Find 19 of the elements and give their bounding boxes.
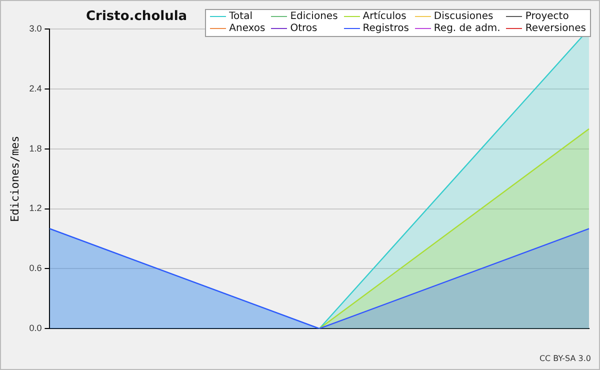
- y-tick-label: 1.8: [29, 143, 42, 154]
- legend-label: Anexos: [228, 23, 266, 35]
- legend-label: Ediciones: [289, 11, 338, 23]
- legend-label: Registros: [362, 23, 409, 35]
- legend-label: Proyecto: [524, 11, 570, 23]
- y-tick-label: 2.4: [29, 83, 42, 94]
- text: CC BY-SA 3.0: [539, 354, 591, 363]
- legend-label: Reg. de adm.: [432, 23, 500, 35]
- legend-label: Discusiones: [432, 11, 494, 23]
- y-axis-title: Ediciones/mes: [8, 136, 22, 222]
- legend-label: Reversiones: [524, 23, 586, 35]
- chart-title: Cristo.cholula: [86, 9, 188, 24]
- y-tick-label: 3.0: [29, 23, 42, 34]
- legend-label: Otros: [289, 23, 318, 35]
- legend-label: Total: [228, 11, 254, 23]
- y-tick-label: 1.2: [29, 203, 42, 214]
- y-tick-label: 0.6: [29, 263, 42, 274]
- legend-label: Artículos: [362, 11, 408, 23]
- y-tick-label: 0.0: [29, 323, 42, 334]
